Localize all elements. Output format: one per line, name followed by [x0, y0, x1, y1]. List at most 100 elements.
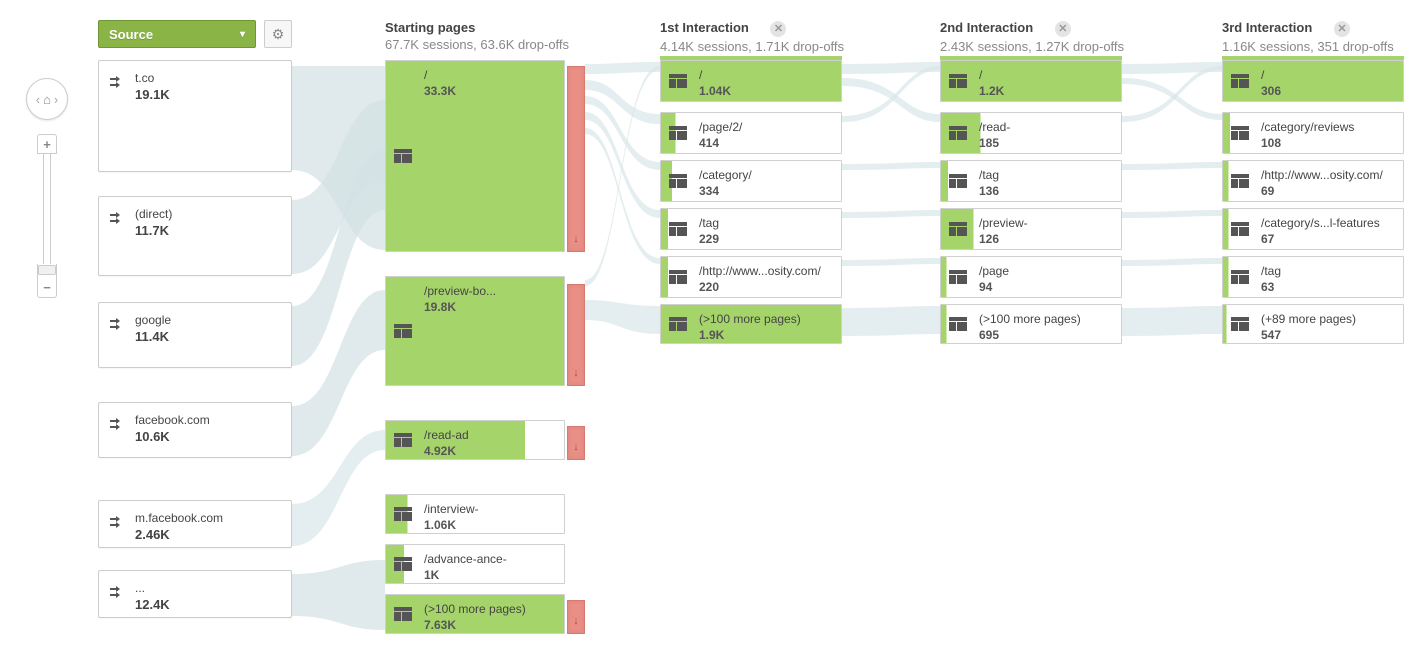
page-value: 4.92K — [424, 444, 554, 458]
page-node[interactable]: /http://www...osity.com/220 — [660, 256, 842, 298]
zoom-track[interactable] — [43, 154, 51, 264]
page-path: /tag — [979, 168, 1111, 182]
page-grid-icon — [1231, 317, 1249, 331]
page-grid-icon — [669, 270, 687, 284]
page-value: 63 — [1261, 280, 1393, 294]
traffic-arrow-icon — [108, 73, 126, 91]
page-value: 414 — [699, 136, 831, 150]
page-node[interactable]: /read-ad4.92K — [385, 420, 565, 460]
chevron-right-icon: › — [54, 92, 58, 107]
column-close-button[interactable]: ✕ — [1055, 21, 1071, 37]
page-grid-icon — [1231, 126, 1249, 140]
dropoff-bar — [567, 600, 585, 634]
column-subtitle: 67.7K sessions, 63.6K drop-offs — [385, 37, 569, 52]
page-node[interactable]: /33.3K — [385, 60, 565, 252]
settings-button[interactable]: ⚙ — [264, 20, 292, 48]
page-grid-icon — [669, 126, 687, 140]
source-name: facebook.com — [135, 413, 279, 427]
page-node[interactable]: (>100 more pages)7.63K — [385, 594, 565, 634]
traffic-arrow-icon — [108, 583, 126, 601]
page-node[interactable]: /advance-ance-1K — [385, 544, 565, 584]
page-path: /category/reviews — [1261, 120, 1393, 134]
page-node[interactable]: /http://www...osity.com/69 — [1222, 160, 1404, 202]
page-path: / — [699, 68, 831, 82]
column-header-int3: 3rd Interaction ✕ 1.16K sessions, 351 dr… — [1222, 20, 1394, 54]
page-node[interactable]: /tag63 — [1222, 256, 1404, 298]
source-card[interactable]: (direct)11.7K — [98, 196, 292, 276]
page-value: 334 — [699, 184, 831, 198]
chevron-down-icon: ▾ — [240, 29, 245, 40]
page-node[interactable]: /category/reviews108 — [1222, 112, 1404, 154]
source-card[interactable]: t.co19.1K — [98, 60, 292, 172]
source-name: m.facebook.com — [135, 511, 279, 525]
page-path: / — [979, 68, 1111, 82]
page-grid-icon — [949, 174, 967, 188]
page-path: (>100 more pages) — [699, 312, 831, 326]
page-grid-icon — [394, 433, 412, 447]
source-value: 11.7K — [135, 223, 279, 238]
page-value: 220 — [699, 280, 831, 294]
column-close-button[interactable]: ✕ — [770, 21, 786, 37]
source-value: 11.4K — [135, 329, 279, 344]
chevron-left-icon: ‹ — [36, 92, 40, 107]
page-grid-icon — [1231, 222, 1249, 236]
page-node[interactable]: /page/2/414 — [660, 112, 842, 154]
page-node[interactable]: /page 94 — [940, 256, 1122, 298]
page-node[interactable]: (>100 more pages)695 — [940, 304, 1122, 344]
zoom-handle[interactable] — [37, 264, 57, 278]
page-path: /category/ — [699, 168, 831, 182]
page-value: 94 — [979, 280, 1111, 294]
page-path: /page — [979, 264, 1111, 278]
zoom-controls: ‹ ⌂ › + − — [26, 78, 68, 298]
page-node[interactable]: (+89 more pages)547 — [1222, 304, 1404, 344]
source-card[interactable]: ...12.4K — [98, 570, 292, 618]
source-card[interactable]: facebook.com 10.6K — [98, 402, 292, 458]
page-grid-icon — [1231, 270, 1249, 284]
page-node[interactable]: /interview-1.06K — [385, 494, 565, 534]
source-card[interactable]: m.facebook.com2.46K — [98, 500, 292, 548]
page-path: /preview-bo... — [424, 284, 554, 298]
column-top-strip — [660, 56, 842, 60]
source-name: t.co — [135, 71, 279, 85]
page-value: 69 — [1261, 184, 1393, 198]
page-grid-icon — [949, 74, 967, 88]
page-node[interactable]: /preview-126 — [940, 208, 1122, 250]
page-value: 1K — [424, 568, 554, 582]
column-header-int1: 1st Interaction ✕ 4.14K sessions, 1.71K … — [660, 20, 844, 54]
source-card[interactable]: google 11.4K — [98, 302, 292, 368]
page-node[interactable]: /306 — [1222, 60, 1404, 102]
gear-icon: ⚙ — [272, 26, 285, 43]
traffic-arrow-icon — [108, 315, 126, 333]
page-node[interactable]: /tag 136 — [940, 160, 1122, 202]
zoom-out-button[interactable]: − — [37, 278, 57, 298]
page-node[interactable]: /tag229 — [660, 208, 842, 250]
source-name: ... — [135, 581, 279, 595]
page-path: /http://www...osity.com/ — [699, 264, 831, 278]
page-node[interactable]: /category/s...l-features67 — [1222, 208, 1404, 250]
column-subtitle: 1.16K sessions, 351 drop-offs — [1222, 39, 1394, 54]
zoom-in-button[interactable]: + — [37, 134, 57, 154]
page-value: 67 — [1261, 232, 1393, 246]
column-title: 1st Interaction — [660, 20, 749, 35]
dropoff-bar — [567, 426, 585, 460]
page-value: 695 — [979, 328, 1111, 342]
page-node[interactable]: /preview-bo...19.8K — [385, 276, 565, 386]
page-node[interactable]: /category/334 — [660, 160, 842, 202]
page-value: 136 — [979, 184, 1111, 198]
page-node[interactable]: / 1.2K — [940, 60, 1122, 102]
page-path: (+89 more pages) — [1261, 312, 1393, 326]
source-value: 10.6K — [135, 429, 279, 444]
source-name: google — [135, 313, 279, 327]
traffic-arrow-icon — [108, 513, 126, 531]
page-value: 1.2K — [979, 84, 1111, 98]
page-node[interactable]: (>100 more pages)1.9K — [660, 304, 842, 344]
traffic-arrow-icon — [108, 209, 126, 227]
page-path: / — [424, 68, 554, 82]
home-icon: ⌂ — [43, 92, 51, 107]
dimension-dropdown[interactable]: Source ▾ — [98, 20, 256, 48]
page-node[interactable]: /read-185 — [940, 112, 1122, 154]
page-node[interactable]: /1.04K — [660, 60, 842, 102]
page-grid-icon — [949, 222, 967, 236]
column-close-button[interactable]: ✕ — [1334, 21, 1350, 37]
zoom-home-button[interactable]: ‹ ⌂ › — [26, 78, 68, 120]
